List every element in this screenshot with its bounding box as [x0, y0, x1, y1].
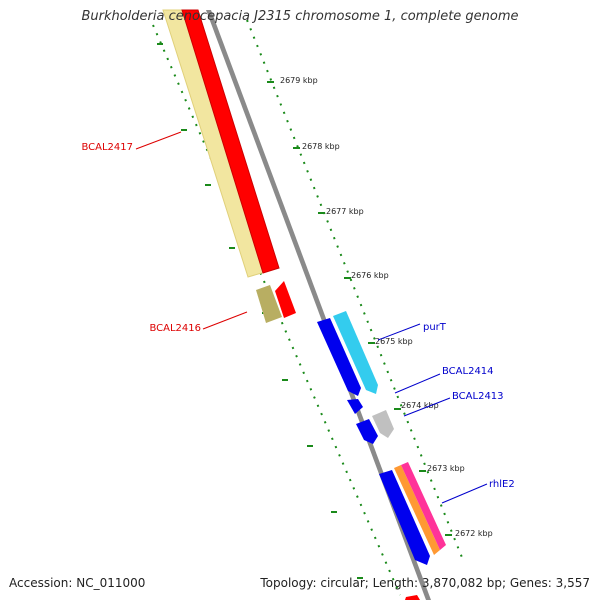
forward-cds-bottom[interactable] — [405, 595, 420, 600]
reverse-cds-bcal2413[interactable] — [356, 419, 378, 444]
reverse-feature-rhle2-orange[interactable] — [394, 465, 440, 555]
gene-label-bcal2414[interactable]: BCAL2414 — [442, 366, 494, 377]
gene-label-rhle2[interactable]: rhlE2 — [489, 479, 515, 490]
gene-label-bcal2417[interactable]: BCAL2417 — [81, 142, 133, 153]
outer-ring-left-dashes — [157, 43, 363, 579]
reverse-feature-bcal2413[interactable] — [372, 410, 394, 438]
inner-ring-ticks — [267, 81, 452, 536]
genome-backbone — [206, 10, 431, 600]
accession-text: Accession: NC_011000 — [9, 576, 146, 590]
tick-label: 2677 kbp — [326, 207, 364, 216]
map-title: Burkholderia cenocepacia J2315 chromosom… — [81, 9, 519, 24]
tick-label: 2679 kbp — [280, 76, 318, 85]
reverse-cds-purt[interactable] — [317, 318, 361, 396]
gene-label-bcal2416[interactable]: BCAL2416 — [149, 323, 201, 334]
reverse-feature-rhle2-pink[interactable] — [401, 462, 446, 550]
gene-label-purt[interactable]: purT — [423, 322, 447, 333]
forward-cds-bcal2416[interactable] — [275, 281, 296, 318]
tick-label: 2673 kbp — [427, 464, 465, 473]
tick-label: 2676 kbp — [351, 271, 389, 280]
genome-stats-text: Topology: circular; Length: 3,870,082 bp… — [260, 576, 590, 590]
tick-label: 2675 kbp — [375, 337, 413, 346]
tick-label: 2674 kbp — [401, 401, 439, 410]
reverse-cds-bcal2414[interactable] — [347, 399, 363, 414]
reverse-cds-rhle2[interactable] — [379, 470, 430, 565]
gene-label-bcal2413[interactable]: BCAL2413 — [452, 391, 504, 402]
forward-feature-bcal2417[interactable] — [162, 9, 266, 278]
reverse-feature-purt[interactable] — [333, 311, 378, 394]
forward-cds-bcal2417[interactable] — [181, 9, 280, 274]
gene-label-leaders — [135, 131, 488, 504]
tick-label: 2672 kbp — [455, 529, 493, 538]
forward-feature-bcal2416[interactable] — [256, 285, 282, 323]
tick-label: 2678 kbp — [302, 142, 340, 151]
